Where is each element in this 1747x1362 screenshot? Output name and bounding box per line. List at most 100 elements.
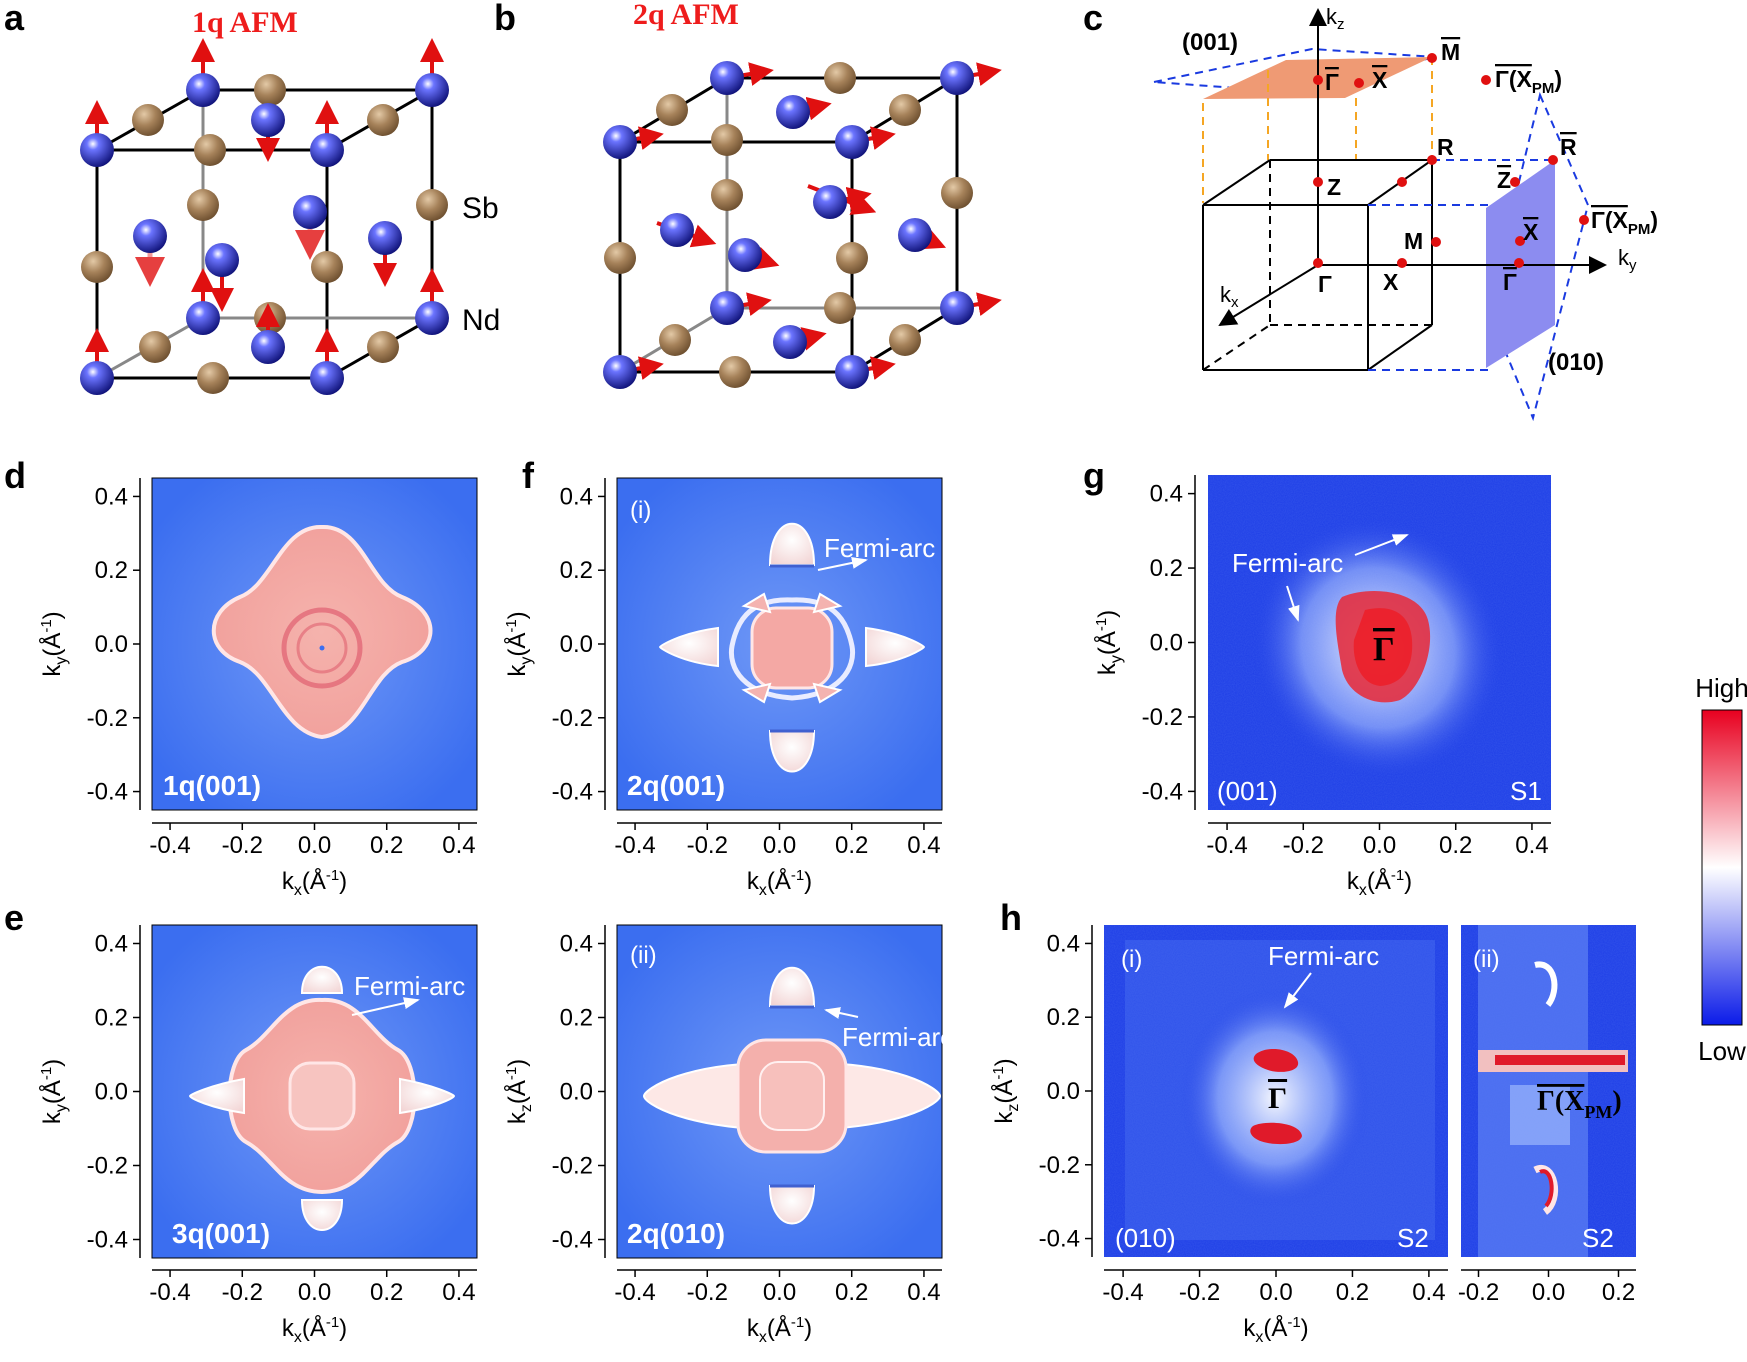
xlabel-e: kx(Å-1) (282, 1314, 347, 1346)
label-010-h: (010) (1115, 1223, 1176, 1253)
label-nd: Nd (462, 304, 500, 337)
x-tick-label: 0.2 (1602, 1279, 1635, 1306)
annot-fermi-arc-e: Fermi-arc (354, 971, 465, 1001)
panel-e-map: Fermi-arc 3q(001) (151, 924, 478, 1259)
ylabel-h: kz(Å-1) (990, 1058, 1022, 1123)
y-tick-label: -0.4 (87, 779, 128, 806)
label-3q001: 3q(001) (172, 1218, 270, 1249)
x-tick-label: 0.0 (763, 1279, 796, 1306)
x-tick-label: -0.2 (1458, 1279, 1499, 1306)
pt-gamma-xpm-top: Γ(XPM) (1495, 66, 1562, 97)
x-tick-label: 0.0 (298, 832, 331, 859)
sub-i-h: (i) (1121, 946, 1142, 973)
x-tick-label: 0.0 (298, 1279, 331, 1306)
pt-m-bar: M (1441, 39, 1460, 65)
x-tick-label: 0.4 (442, 1279, 475, 1306)
colorbar-high: High (1695, 673, 1747, 703)
x-tick-label: -0.2 (687, 832, 728, 859)
label-001-g: (001) (1217, 776, 1278, 806)
x-tick-label: 0.4 (907, 1279, 940, 1306)
y-tick-label: 0.4 (560, 931, 593, 958)
x-tick-label: -0.2 (222, 832, 263, 859)
panel-h1-arpes: Γ Fermi-arc (i) (010) S2 (1104, 925, 1448, 1257)
label-gamma-g: Γ (1373, 631, 1395, 668)
pt-gamma-xpm-side: Γ(XPM) (1591, 207, 1658, 238)
nd-atoms (80, 38, 449, 395)
ylabel-e: ky(Å-1) (38, 1059, 70, 1124)
label-s2-h1: S2 (1397, 1223, 1429, 1253)
axes-layer: -0.4 -0.2 0.0 0.2 0.4 kx(Å-1) -0.4 -0.2 0.0 0.2 0.… (38, 475, 1636, 1346)
y-tick-label: 0.0 (1047, 1078, 1080, 1105)
y-tick-label: -0.2 (1142, 704, 1183, 731)
y-tick-label: -0.2 (87, 1153, 128, 1180)
label-gamma-xpm-h: Γ(XPM) (1537, 1086, 1622, 1122)
y-tick-label: -0.2 (87, 705, 128, 732)
pt-m: M (1404, 228, 1423, 254)
sub-i-f: (i) (630, 497, 651, 524)
x-tick-label: -0.4 (614, 832, 655, 859)
panel-letter-f: f (522, 455, 535, 496)
y-tick-label: 0.2 (560, 1005, 593, 1032)
x-tick-label: 0.2 (835, 832, 868, 859)
label-gamma-h: Γ (1268, 1082, 1287, 1115)
panel-letter-h: h (1000, 897, 1022, 938)
panel-letter-c: c (1083, 0, 1103, 38)
x-tick-label: 0.2 (370, 1279, 403, 1306)
panel-b-crystal: 2q AFM (603, 0, 1002, 389)
x-tick-label: 0.4 (1412, 1279, 1445, 1306)
panel-d-map: 1q(001) (151, 477, 478, 811)
panel-c-brillouin-zone: kz ky kx (001) (010) Γ X M Γ(XPM) R Z M … (1153, 4, 1658, 422)
x-tick-label: -0.4 (149, 1279, 190, 1306)
sub-ii-f: (ii) (630, 942, 657, 969)
xlabel-f2: kx(Å-1) (747, 1314, 812, 1346)
label-plane-010: (010) (1548, 349, 1604, 376)
y-tick-label: 0.4 (95, 931, 128, 958)
pt-x: X (1383, 269, 1399, 295)
y-tick-label: -0.4 (87, 1227, 128, 1254)
annot-fermi-arc-g: Fermi-arc (1232, 548, 1343, 578)
pt-gamma: Γ (1318, 271, 1332, 297)
title-1q-afm: 1q AFM (192, 6, 298, 39)
y-tick-label: 0.2 (95, 1005, 128, 1032)
x-tick-label: -0.2 (687, 1279, 728, 1306)
x-tick-label: 0.0 (1532, 1279, 1565, 1306)
label-1q001: 1q(001) (163, 770, 261, 801)
xlabel-f1: kx(Å-1) (747, 867, 812, 899)
annot-fermi-arc-h: Fermi-arc (1268, 941, 1379, 971)
y-tick-label: 0.0 (95, 1079, 128, 1106)
panel-letter-e: e (4, 897, 24, 938)
label-2q010: 2q(010) (627, 1218, 725, 1249)
x-tick-label: 0.4 (442, 832, 475, 859)
y-tick-label: -0.4 (1142, 778, 1183, 805)
y-tick-label: -0.4 (552, 1227, 593, 1254)
y-tick-label: -0.2 (552, 1153, 593, 1180)
x-tick-label: 0.2 (1336, 1279, 1369, 1306)
annot-fermi-arc-f1: Fermi-arc (824, 533, 935, 563)
label-plane-001: (001) (1182, 29, 1238, 56)
y-tick-label: -0.4 (552, 779, 593, 806)
x-tick-label: -0.2 (222, 1279, 263, 1306)
ylabel-d: ky(Å-1) (38, 611, 70, 676)
y-tick-label: 0.0 (1150, 630, 1183, 657)
pt-x-bar-top: X (1372, 67, 1388, 93)
ylabel-f1: ky(Å-1) (503, 611, 535, 676)
annot-fermi-arc-f2: Fermi-arc (842, 1022, 953, 1052)
pt-x-bar-side: X (1523, 219, 1539, 245)
y-tick-label: 0.2 (1047, 1004, 1080, 1031)
panel-letter-b: b (494, 0, 516, 38)
panel-letter-g: g (1083, 455, 1105, 496)
x-tick-label: -0.4 (614, 1279, 655, 1306)
x-tick-label: 0.4 (907, 832, 940, 859)
x-tick-label: -0.4 (149, 832, 190, 859)
panel-letter-a: a (4, 0, 25, 38)
x-tick-label: -0.2 (1283, 832, 1324, 859)
label-2q001: 2q(001) (627, 770, 725, 801)
panel-h2-arpes: Γ(XPM) (ii) S2 (1461, 925, 1636, 1257)
ylabel-g: ky(Å-1) (1093, 610, 1125, 675)
xlabel-g: kx(Å-1) (1347, 867, 1412, 899)
pt-gamma-bar-top: Γ (1325, 69, 1339, 95)
y-tick-label: 0.2 (95, 557, 128, 584)
y-tick-label: 0.0 (560, 631, 593, 658)
label-s1: S1 (1510, 776, 1542, 806)
